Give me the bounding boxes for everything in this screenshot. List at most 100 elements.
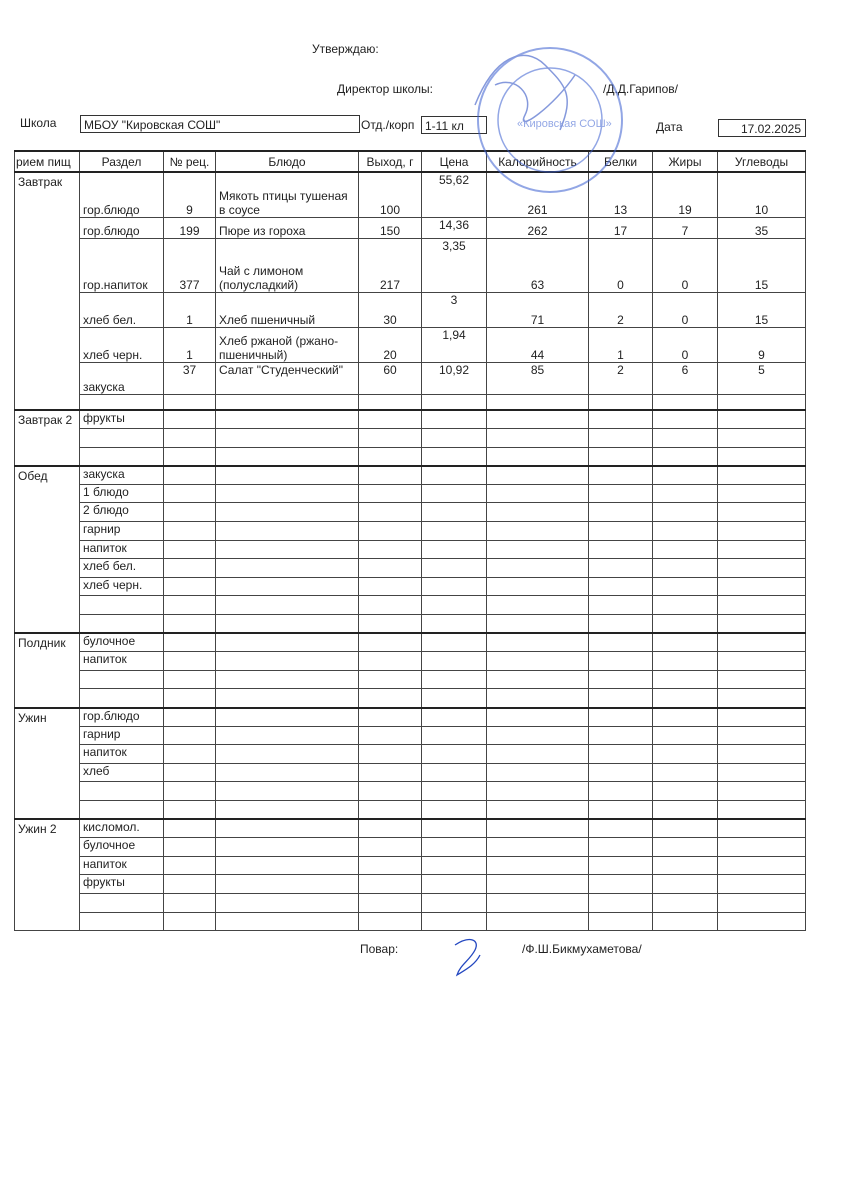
yield-cell xyxy=(358,669,422,690)
yield-cell xyxy=(358,762,422,783)
column-header: Жиры xyxy=(652,150,718,173)
table-row xyxy=(15,446,806,467)
kcal-cell xyxy=(486,799,589,820)
table-row: Завтрак 2 фрукты xyxy=(14,409,806,467)
kcal-cell: 261 xyxy=(486,171,589,218)
cook-label: Повар: xyxy=(360,942,399,956)
section-cell xyxy=(79,428,164,448)
section-cell: хлеб xyxy=(79,762,164,783)
column-header: рием пищ xyxy=(14,150,80,173)
recipe-cell xyxy=(163,409,216,430)
section-cell: гарнир xyxy=(79,521,164,541)
protein-cell: 1 xyxy=(588,326,653,363)
recipe-cell: 1 xyxy=(163,326,216,363)
cook-name: /Ф.Ш.Бикмухаметова/ xyxy=(522,942,642,956)
section-cell: хлеб черн. xyxy=(79,576,164,597)
section-cell: закуска xyxy=(79,464,164,485)
carbs-cell xyxy=(717,521,806,541)
fat-cell xyxy=(652,483,718,504)
fat-cell: 19 xyxy=(652,171,718,218)
price-cell xyxy=(421,799,487,820)
price-cell xyxy=(421,725,487,746)
carbs-cell xyxy=(717,539,806,560)
recipe-cell xyxy=(163,669,216,690)
table-row xyxy=(15,614,806,634)
dept-field: 1-11 кл xyxy=(421,116,487,134)
price-cell xyxy=(421,464,487,485)
recipe-cell xyxy=(163,614,216,634)
recipe-cell xyxy=(163,428,216,448)
recipe-cell: 199 xyxy=(163,216,216,239)
table-row xyxy=(15,393,806,411)
price-cell xyxy=(421,558,487,578)
fat-cell: 0 xyxy=(652,326,718,363)
dish-cell xyxy=(215,799,359,820)
carbs-cell: 15 xyxy=(717,291,806,328)
fat-cell: 0 xyxy=(652,291,718,328)
yield-cell: 150 xyxy=(358,216,422,239)
price-cell: 1,94 xyxy=(421,326,487,363)
approve-label: Утверждаю: xyxy=(312,42,379,56)
yield-cell: 30 xyxy=(358,291,422,328)
carbs-cell xyxy=(717,818,806,839)
price-cell xyxy=(421,614,487,634)
yield-cell xyxy=(358,818,422,839)
kcal-cell xyxy=(486,446,589,467)
kcal-cell xyxy=(486,393,589,411)
section-cell: закуска xyxy=(79,361,164,395)
column-header: Выход, г xyxy=(358,150,422,173)
kcal-cell xyxy=(486,651,589,671)
section-cell: напиток xyxy=(79,539,164,560)
recipe-cell xyxy=(163,911,216,932)
protein-cell xyxy=(588,651,653,671)
carbs-cell xyxy=(717,464,806,485)
column-header: Блюдо xyxy=(215,150,359,173)
yield-cell: 20 xyxy=(358,326,422,363)
column-header: № рец. xyxy=(163,150,216,173)
dish-cell: Хлеб пшеничный xyxy=(215,291,359,328)
fat-cell xyxy=(652,874,718,894)
yield-cell xyxy=(358,393,422,411)
section-cell: булочное xyxy=(79,837,164,857)
yield-cell xyxy=(358,688,422,708)
protein-cell xyxy=(588,855,653,876)
price-cell xyxy=(421,855,487,876)
price-cell xyxy=(421,892,487,913)
dish-cell xyxy=(215,483,359,504)
yield-cell xyxy=(358,892,422,913)
price-cell xyxy=(421,837,487,857)
carbs-cell xyxy=(717,725,806,746)
table-row: Ужин гор.блюдо xyxy=(14,706,806,820)
table-row: гор.напиток 377 Чай с лимоном (полусладкий… xyxy=(15,237,806,293)
date-label: Дата xyxy=(656,120,683,134)
carbs-cell: 35 xyxy=(717,216,806,239)
kcal-cell xyxy=(486,669,589,690)
fat-cell xyxy=(652,744,718,764)
fat-cell xyxy=(652,409,718,430)
table-row xyxy=(15,911,806,932)
protein-cell: 2 xyxy=(588,291,653,328)
section-cell: гор.блюдо xyxy=(79,216,164,239)
fat-cell xyxy=(652,651,718,671)
protein-cell xyxy=(588,595,653,616)
protein-cell xyxy=(588,725,653,746)
kcal-cell xyxy=(486,781,589,801)
section-cell: гор.блюдо xyxy=(79,171,164,218)
carbs-cell xyxy=(717,409,806,430)
dish-cell xyxy=(215,521,359,541)
table-row: 2 блюдо xyxy=(15,502,806,523)
section-cell: напиток xyxy=(79,651,164,671)
carbs-cell: 5 xyxy=(717,361,806,395)
recipe-cell: 37 xyxy=(163,361,216,395)
carbs-cell xyxy=(717,874,806,894)
protein-cell xyxy=(588,837,653,857)
recipe-cell xyxy=(163,502,216,523)
meal-label: Ужин 2 xyxy=(14,818,80,932)
yield-cell xyxy=(358,576,422,597)
recipe-cell xyxy=(163,651,216,671)
fat-cell xyxy=(652,669,718,690)
kcal-cell xyxy=(486,706,589,727)
protein-cell xyxy=(588,409,653,430)
price-cell xyxy=(421,576,487,597)
kcal-cell xyxy=(486,595,589,616)
